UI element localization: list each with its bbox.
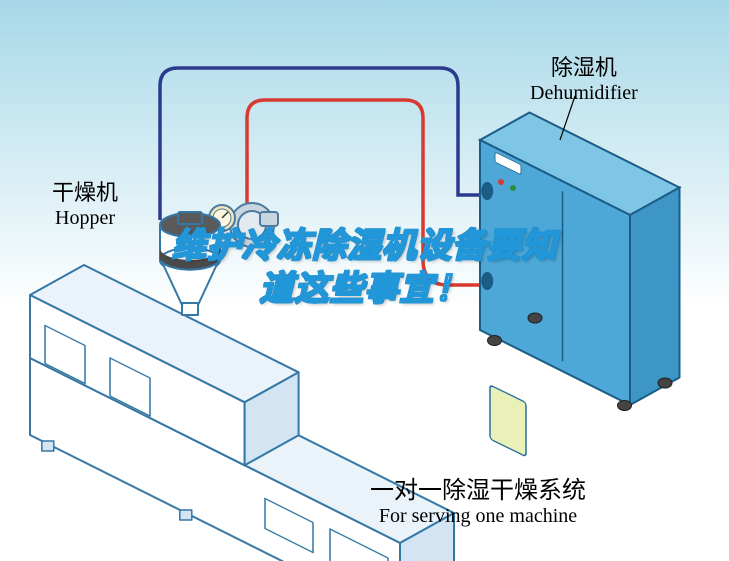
dehumidifier-label-cn: 除湿机 <box>530 50 638 82</box>
dehumidifier-label: 除湿机 Dehumidifier <box>530 50 638 105</box>
system-label-cn: 一对一除湿干燥系统 <box>370 470 586 505</box>
overlay-title-line2: 道这些事宜！ <box>0 268 729 311</box>
hopper-label: 干燥机 Hopper <box>52 175 118 230</box>
dehumidifier-label-en: Dehumidifier <box>530 82 638 105</box>
overlay-title: 维护冷冻除湿机设备要知 道这些事宜！ <box>0 225 729 310</box>
pipe-blue <box>160 68 485 195</box>
hopper-label-cn: 干燥机 <box>52 175 118 207</box>
system-label: 一对一除湿干燥系统 For serving one machine <box>370 470 586 528</box>
overlay-title-line1: 维护冷冻除湿机设备要知 <box>0 225 729 268</box>
system-label-en: For serving one machine <box>370 505 586 528</box>
